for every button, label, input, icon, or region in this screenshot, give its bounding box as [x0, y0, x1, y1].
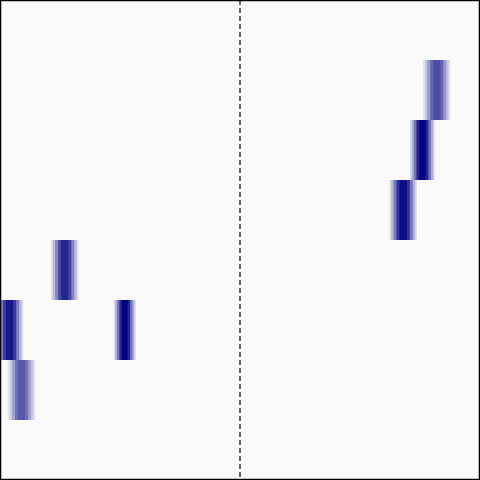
heatmap-cell	[113, 300, 136, 360]
heatmap-cells	[0, 60, 451, 420]
heatmap-cell	[423, 60, 451, 120]
heatmap-cell	[51, 240, 79, 300]
heatmap-cell-band	[399, 180, 407, 240]
heatmap-cell	[7, 360, 36, 420]
heatmap-cell	[389, 180, 417, 240]
heatmap-cell	[0, 300, 24, 360]
heatmap-cell	[409, 120, 435, 180]
heatmap-cell-band	[433, 60, 441, 120]
heatmap-cell-band	[6, 300, 14, 360]
heatmap-cell-band	[18, 360, 26, 420]
heatmap-cell-band	[121, 300, 128, 360]
heatmap-cell-band	[61, 240, 69, 300]
heatmap-cell-band	[419, 120, 426, 180]
